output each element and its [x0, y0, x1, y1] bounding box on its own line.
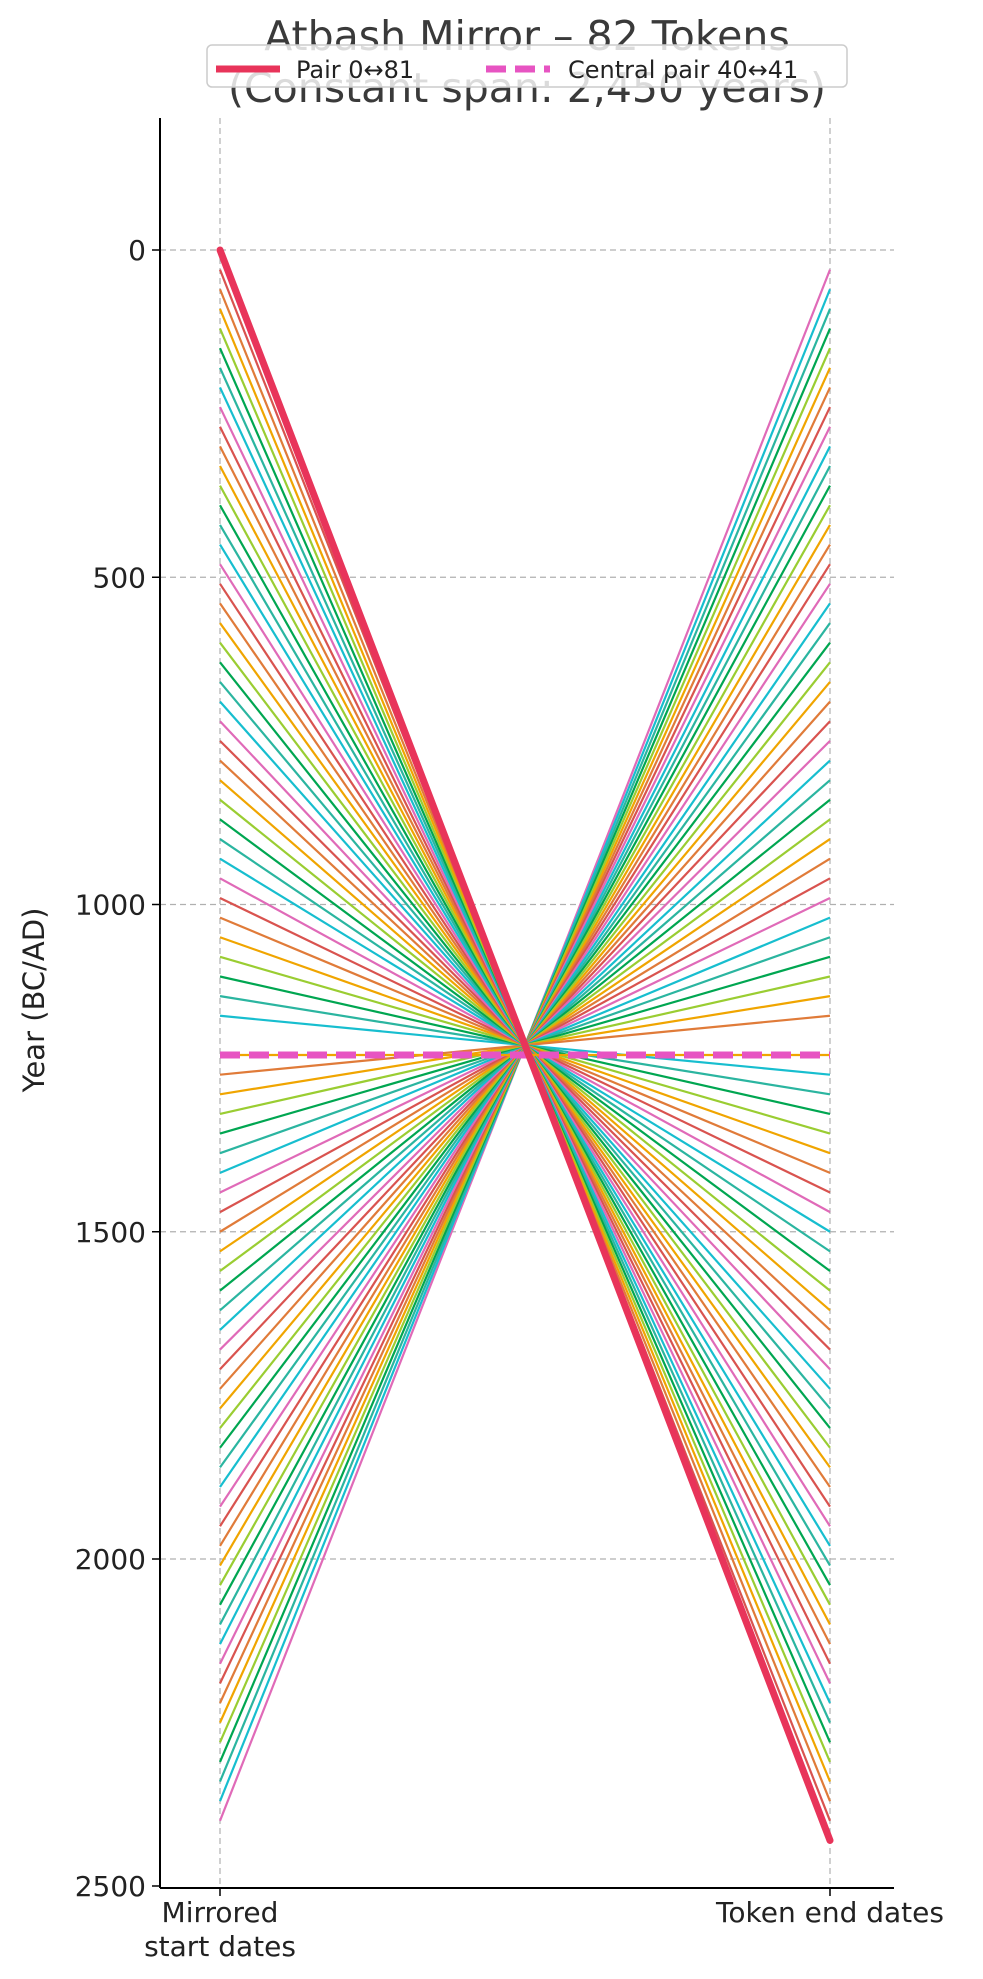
highlight-pair-line — [216, 246, 834, 1844]
y-tick-label: 2500 — [75, 1870, 146, 1903]
y-tick-label: 1500 — [75, 1216, 146, 1249]
legend-label-central-pair: Central pair 40↔41 — [568, 56, 798, 84]
y-tick-label: 500 — [93, 561, 146, 594]
y-tick-label: 2000 — [75, 1543, 146, 1576]
y-tick-label: 1000 — [75, 889, 146, 922]
legend-label-pair-0-81: Pair 0↔81 — [296, 56, 414, 84]
x-tick-label: start dates — [144, 1930, 296, 1963]
x-tick-label: Mirrored — [162, 1896, 279, 1929]
series-lines — [216, 246, 834, 1844]
axes — [159, 118, 894, 1889]
x-tick-label: Token end dates — [715, 1896, 944, 1929]
y-tick-labels: 0 500 1000 1500 2000 2500 — [75, 234, 160, 1903]
y-tick-label: 0 — [128, 234, 146, 267]
legend: Pair 0↔81 Central pair 40↔41 — [206, 44, 848, 88]
y-axis-label: Year (BC/AD) — [17, 908, 51, 1094]
